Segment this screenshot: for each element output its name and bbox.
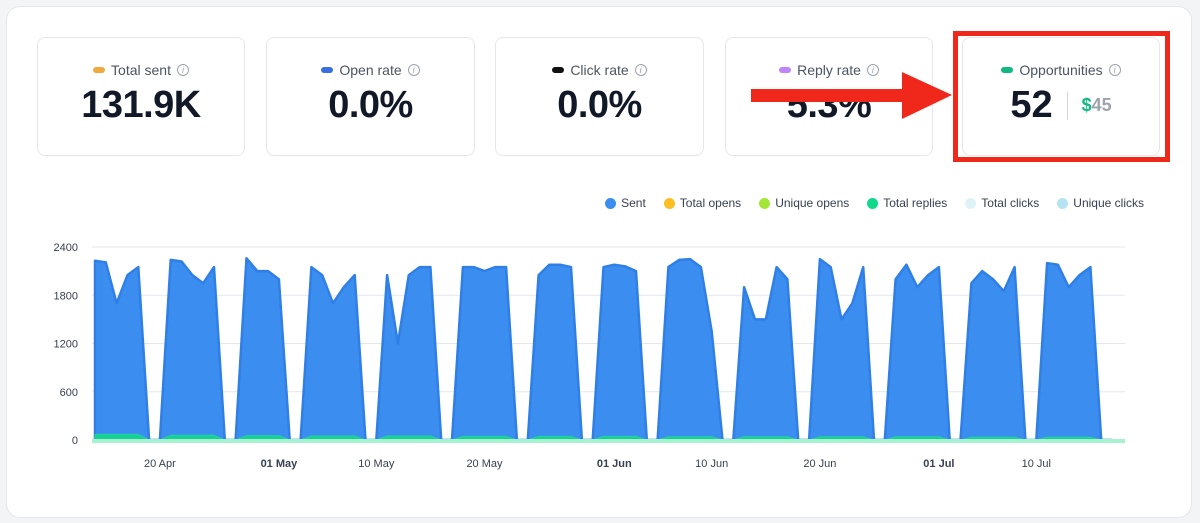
total-sent-label: Total sent [111, 62, 171, 78]
x-tick-label: 20 May [466, 458, 503, 470]
y-tick-label: 0 [72, 435, 78, 447]
open-rate-dot-icon [321, 67, 334, 73]
currency-symbol: $ [1081, 95, 1092, 115]
info-icon[interactable]: i [634, 64, 647, 76]
legend-dot-icon [605, 197, 617, 209]
y-tick-label: 2400 [54, 242, 78, 254]
chart-legend: Sent Total opens Unique opens Total repl… [605, 196, 1144, 210]
legend-label: Sent [621, 196, 646, 210]
opportunities-count: 52 [1010, 84, 1053, 126]
opportunities-label: Opportunities [1019, 62, 1103, 78]
legend-dot-icon [663, 197, 675, 209]
legend-item-total-clicks[interactable]: Total clicks [965, 196, 1039, 210]
legend-item-total-replies[interactable]: Total replies [867, 196, 947, 210]
sent-series-area [93, 257, 1114, 442]
opportunities-value: $45 [1082, 95, 1112, 116]
opportunities-dot-icon [1001, 67, 1014, 73]
legend-dot-icon [867, 197, 879, 209]
legend-item-unique-opens[interactable]: Unique opens [759, 196, 849, 210]
open-rate-value: 0.0% [328, 84, 413, 126]
legend-label: Unique clicks [1073, 196, 1144, 210]
y-tick-label: 1200 [54, 339, 78, 351]
y-tick-label: 1800 [54, 290, 78, 302]
x-tick-label: 20 Jun [803, 458, 836, 470]
legend-item-unique-clicks[interactable]: Unique clicks [1057, 196, 1144, 210]
legend-dot-icon [759, 197, 771, 209]
click-rate-card[interactable]: Click rate i 0.0% [495, 37, 704, 156]
x-tick-label: 20 Apr [144, 458, 176, 470]
legend-dot-icon [965, 197, 977, 209]
legend-item-sent[interactable]: Sent [605, 196, 646, 210]
legend-label: Unique opens [775, 196, 850, 210]
x-tick-label: 10 Jun [695, 458, 728, 470]
legend-label: Total clicks [981, 196, 1040, 210]
total-sent-card[interactable]: Total sent i 131.9K [37, 37, 245, 156]
x-tick-label: 01 Jul [923, 458, 954, 470]
info-icon[interactable]: i [407, 64, 420, 76]
divider [1066, 91, 1068, 120]
info-icon[interactable]: i [1108, 64, 1121, 76]
legend-label: Total opens [679, 196, 742, 210]
opportunities-card[interactable]: Opportunities i 52 $45 [962, 37, 1160, 156]
reply-rate-dot-icon [779, 67, 792, 73]
open-rate-label: Open rate [339, 62, 402, 78]
legend-label: Total replies [883, 196, 948, 210]
click-rate-dot-icon [552, 67, 565, 73]
x-tick-label: 10 May [358, 458, 395, 470]
x-tick-label: 10 Jul [1022, 458, 1051, 470]
y-tick-label: 600 [60, 387, 78, 399]
click-rate-value: 0.0% [557, 84, 642, 126]
legend-dot-icon [1057, 197, 1069, 209]
legend-item-total-opens[interactable]: Total opens [663, 196, 742, 210]
info-icon[interactable]: i [176, 64, 189, 76]
x-tick-label: 01 Jun [597, 458, 632, 470]
opportunities-amount: 45 [1091, 95, 1112, 115]
total-sent-value: 131.9K [81, 84, 201, 126]
open-rate-card[interactable]: Open rate i 0.0% [266, 37, 475, 156]
click-rate-label: Click rate [570, 62, 629, 78]
x-tick-label: 01 May [261, 458, 299, 470]
total-sent-dot-icon [93, 67, 106, 73]
